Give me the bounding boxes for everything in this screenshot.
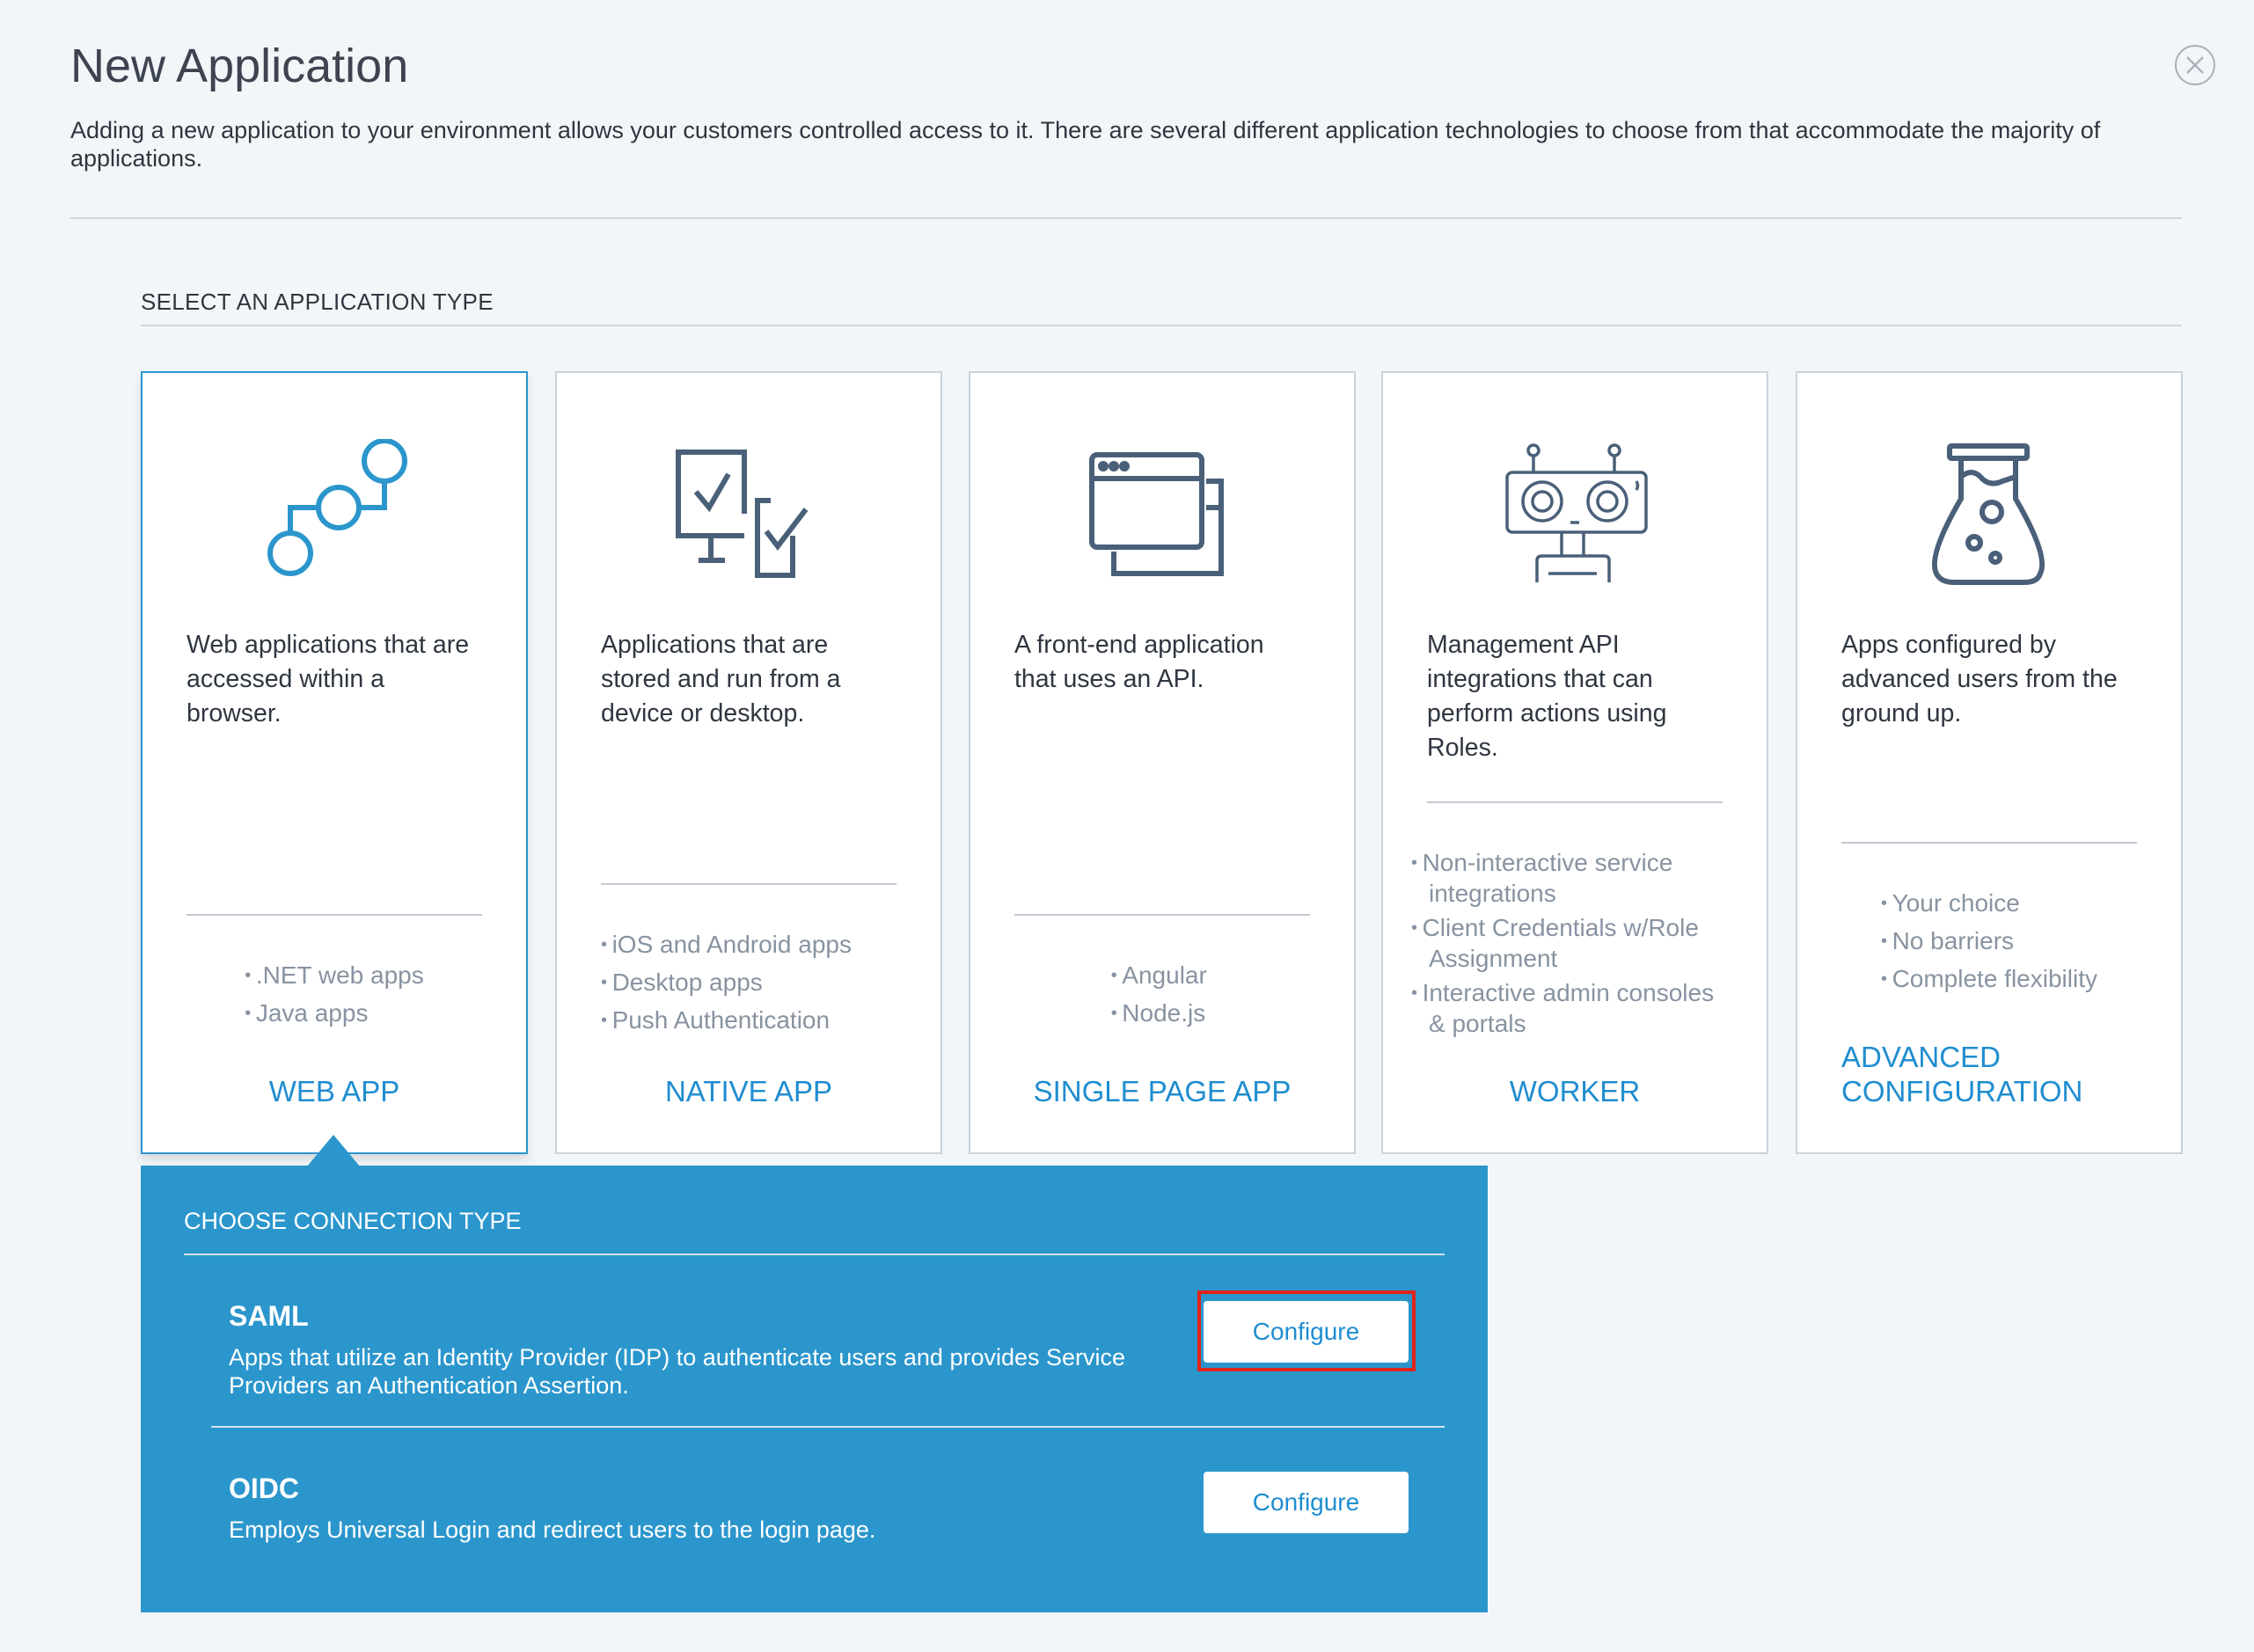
feature-list: Angular Node.js (1014, 961, 1310, 1037)
feature-item: Non-interactive service integrations (1411, 849, 1723, 907)
feature-item: .NET web apps (245, 961, 424, 992)
card-label: ADVANCED CONFIGURATION (1841, 1041, 2083, 1107)
card-description: A front-end application that uses an API… (1014, 631, 1264, 693)
native-app-devices-icon (601, 373, 896, 628)
connection-name: SAML (229, 1300, 309, 1332)
card-label: NATIVE APP (664, 1075, 833, 1107)
highlight-box (1197, 1290, 1416, 1371)
feature-item: Angular (1111, 961, 1214, 992)
feature-item: Desktop apps (601, 969, 896, 999)
connection-option-saml: SAML Apps that utilize an Identity Provi… (229, 1300, 1197, 1400)
card-web-app[interactable]: Web applications that are accessed withi… (141, 371, 528, 1154)
connection-description: Apps that utilize an Identity Provider (… (229, 1344, 1126, 1399)
connection-title: CHOOSE CONNECTION TYPE (184, 1208, 522, 1234)
feature-list: Your choice No barriers Complete flexibi… (1841, 889, 2137, 1003)
advanced-flask-icon (1841, 373, 2137, 628)
saml-configure-button[interactable]: Configure (1204, 1301, 1409, 1363)
card-label: WEB APP (268, 1075, 400, 1107)
page-title: New Application (70, 40, 409, 92)
page-description: Adding a new application to your environ… (70, 117, 2101, 172)
feature-item: iOS and Android apps (601, 931, 896, 961)
connection-option-oidc: OIDC Employs Universal Login and redirec… (229, 1473, 1197, 1544)
feature-item: Interactive admin consoles & portals (1411, 979, 1723, 1037)
divider (1841, 842, 2137, 844)
feature-item: Java apps (245, 999, 423, 1030)
card-label: WORKER (1509, 1075, 1641, 1107)
feature-item: No barriers (1881, 927, 2097, 958)
card-native-app[interactable]: Applications that are stored and run fro… (555, 371, 942, 1154)
divider (187, 914, 482, 916)
selection-pointer (307, 1135, 360, 1166)
web-app-nodes-icon (187, 373, 482, 628)
oidc-configure-button[interactable]: Configure (1204, 1472, 1409, 1533)
connection-description: Employs Universal Login and redirect use… (229, 1517, 876, 1543)
card-description: Applications that are stored and run fro… (601, 631, 841, 727)
feature-item: Client Credentials w/Role Assignment (1411, 914, 1723, 972)
feature-item: Your choice (1881, 889, 2097, 920)
divider (141, 325, 2182, 326)
connection-type-panel: CHOOSE CONNECTION TYPE SAML Apps that ut… (141, 1166, 1488, 1612)
card-single-page-app[interactable]: A front-end application that uses an API… (969, 371, 1356, 1154)
divider (1427, 801, 1723, 803)
card-worker[interactable]: Management API integrations that can per… (1381, 371, 1768, 1154)
divider (1014, 914, 1310, 916)
divider (601, 883, 896, 885)
close-icon (2186, 56, 2204, 74)
divider (184, 1254, 1445, 1255)
feature-list: iOS and Android apps Desktop apps Push A… (601, 931, 896, 1037)
feature-list: Non-interactive service integrations Cli… (1411, 849, 1723, 1037)
card-description: Apps configured by advanced users from t… (1841, 631, 2118, 727)
connection-name: OIDC (229, 1473, 299, 1504)
feature-item: Node.js (1111, 999, 1214, 1030)
section-title: SELECT AN APPLICATION TYPE (141, 289, 494, 315)
feature-item: Push Authentication (601, 1006, 896, 1037)
card-advanced-configuration[interactable]: Apps configured by advanced users from t… (1796, 371, 2183, 1154)
divider (211, 1426, 1445, 1428)
single-page-browser-icon (1014, 373, 1310, 628)
card-description: Management API integrations that can per… (1427, 631, 1667, 762)
feature-list: .NET web apps Java apps (187, 961, 482, 1037)
card-description: Web applications that are accessed withi… (187, 631, 470, 727)
worker-robot-icon (1427, 373, 1723, 628)
card-label: SINGLE PAGE APP (1033, 1075, 1292, 1107)
divider (70, 217, 2182, 219)
feature-item: Complete flexibility (1881, 965, 2097, 996)
close-button[interactable] (2175, 45, 2215, 85)
